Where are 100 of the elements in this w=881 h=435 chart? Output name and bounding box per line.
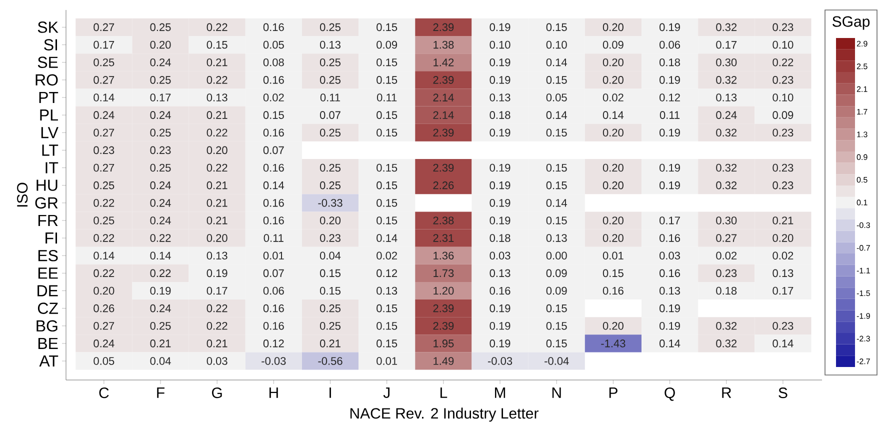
data-label: 0.19 bbox=[490, 304, 510, 312]
data-label: 0.08 bbox=[263, 58, 284, 66]
y-tick-label: LV bbox=[41, 127, 58, 138]
data-label: 0.23 bbox=[150, 146, 171, 154]
data-label: 0.27 bbox=[94, 23, 114, 32]
x-tick-label: Q bbox=[664, 388, 675, 401]
data-label: 0.14 bbox=[546, 199, 567, 207]
color-bar-label: 2.9 bbox=[856, 40, 868, 46]
data-label: 0.09 bbox=[602, 40, 624, 49]
data-label: 1.20 bbox=[434, 286, 454, 295]
data-label: 0.23 bbox=[320, 234, 340, 242]
color-bar-label: -0.3 bbox=[856, 222, 870, 228]
data-label: 0.14 bbox=[546, 111, 567, 119]
data-label: 0.24 bbox=[150, 304, 171, 312]
data-label: 0.25 bbox=[320, 128, 341, 137]
y-tick-label: CZ bbox=[38, 302, 58, 314]
data-label: 0.22 bbox=[150, 269, 171, 278]
data-label: 0.32 bbox=[716, 164, 737, 172]
x-axis-title: NACE Rev. 2 Industry Letter bbox=[350, 408, 538, 422]
data-label: 0.20 bbox=[602, 216, 624, 224]
data-label: 0.12 bbox=[660, 94, 680, 102]
data-label: 0.20 bbox=[94, 286, 114, 295]
data-label: 0.15 bbox=[376, 322, 398, 330]
data-label: 0.25 bbox=[320, 164, 341, 172]
data-label: 1.49 bbox=[434, 357, 454, 365]
data-label: -1.43 bbox=[601, 340, 626, 348]
data-label: 0.32 bbox=[716, 181, 737, 190]
data-label: 0.19 bbox=[660, 181, 680, 190]
data-label: 0.23 bbox=[772, 181, 794, 190]
data-label: 0.32 bbox=[716, 340, 737, 348]
data-label: 0.16 bbox=[263, 164, 284, 172]
data-label: 0.14 bbox=[94, 94, 114, 102]
y-tick-label: LT bbox=[42, 144, 58, 156]
data-label: 0.22 bbox=[150, 234, 171, 242]
data-label: 0.19 bbox=[490, 58, 510, 66]
data-label: 0.02 bbox=[772, 252, 794, 260]
data-label: 0.22 bbox=[94, 199, 114, 207]
data-label: 0.13 bbox=[660, 286, 680, 295]
data-label: 0.19 bbox=[490, 216, 510, 224]
data-label: 0.21 bbox=[206, 199, 228, 207]
color-bar-label: 0.5 bbox=[856, 176, 868, 183]
data-label: 0.25 bbox=[150, 76, 171, 84]
data-label: 0.19 bbox=[490, 128, 510, 137]
data-label: 0.16 bbox=[263, 76, 284, 84]
data-label: 0.11 bbox=[264, 234, 284, 242]
data-label: 0.21 bbox=[206, 58, 228, 66]
y-tick-label: BE bbox=[38, 338, 58, 349]
data-label: 0.19 bbox=[490, 23, 510, 32]
color-bar-label: -1.9 bbox=[856, 313, 870, 319]
data-label: 0.13 bbox=[490, 94, 510, 102]
data-label: 0.22 bbox=[206, 23, 228, 32]
color-bar-label: 1.7 bbox=[857, 108, 868, 114]
data-label: 0.22 bbox=[206, 322, 228, 330]
data-label: 0.27 bbox=[94, 76, 114, 84]
data-label: 0.19 bbox=[490, 199, 510, 207]
data-label: 0.15 bbox=[546, 340, 567, 348]
x-tick-label: F bbox=[157, 388, 164, 398]
y-tick-label: FR bbox=[38, 214, 58, 226]
color-bar-label: -1.5 bbox=[856, 290, 870, 296]
data-label: 0.23 bbox=[772, 164, 794, 172]
y-tick-label: FI bbox=[46, 232, 58, 244]
data-label: 0.15 bbox=[546, 304, 567, 312]
data-label: 0.11 bbox=[660, 111, 680, 119]
data-label: 1.42 bbox=[434, 58, 454, 66]
color-bar-title: SGap bbox=[832, 16, 870, 30]
data-label: 0.24 bbox=[150, 111, 171, 119]
data-label: 0.10 bbox=[490, 40, 510, 49]
data-label: 0.17 bbox=[772, 286, 794, 295]
data-label: 0.13 bbox=[206, 94, 228, 102]
data-label: 0.10 bbox=[772, 94, 794, 102]
data-label: 0.22 bbox=[206, 304, 228, 312]
data-label: 0.23 bbox=[772, 76, 794, 84]
data-label: 1.36 bbox=[434, 252, 454, 260]
data-label: 0.04 bbox=[320, 252, 341, 260]
data-label: 0.15 bbox=[546, 216, 567, 224]
data-label: 0.15 bbox=[376, 128, 398, 137]
x-tick-label: S bbox=[778, 388, 788, 398]
data-label: 0.25 bbox=[150, 128, 171, 137]
data-label: 0.19 bbox=[490, 322, 510, 330]
data-label: 0.14 bbox=[602, 111, 624, 119]
y-tick-label: AT bbox=[39, 356, 58, 367]
data-label: 2.39 bbox=[433, 23, 454, 32]
data-label: 0.14 bbox=[546, 58, 567, 66]
data-label: 0.23 bbox=[772, 23, 794, 32]
data-label: 0.02 bbox=[263, 94, 284, 102]
data-label: 0.09 bbox=[376, 40, 398, 49]
data-label: 0.10 bbox=[546, 40, 567, 49]
data-label: 0.19 bbox=[660, 23, 680, 32]
data-label: 0.15 bbox=[546, 23, 567, 32]
data-label: 0.32 bbox=[716, 128, 737, 137]
data-label: 0.23 bbox=[716, 269, 737, 278]
data-label: 0.21 bbox=[206, 111, 228, 119]
data-label: 0.25 bbox=[320, 304, 341, 312]
data-label: 0.12 bbox=[263, 340, 284, 348]
data-label: 0.03 bbox=[206, 357, 228, 365]
data-label: 2.14 bbox=[433, 94, 454, 102]
data-label: 0.16 bbox=[263, 23, 284, 32]
data-label: 0.13 bbox=[490, 269, 510, 278]
data-label: 0.11 bbox=[320, 94, 340, 102]
data-label: 0.15 bbox=[376, 304, 398, 312]
